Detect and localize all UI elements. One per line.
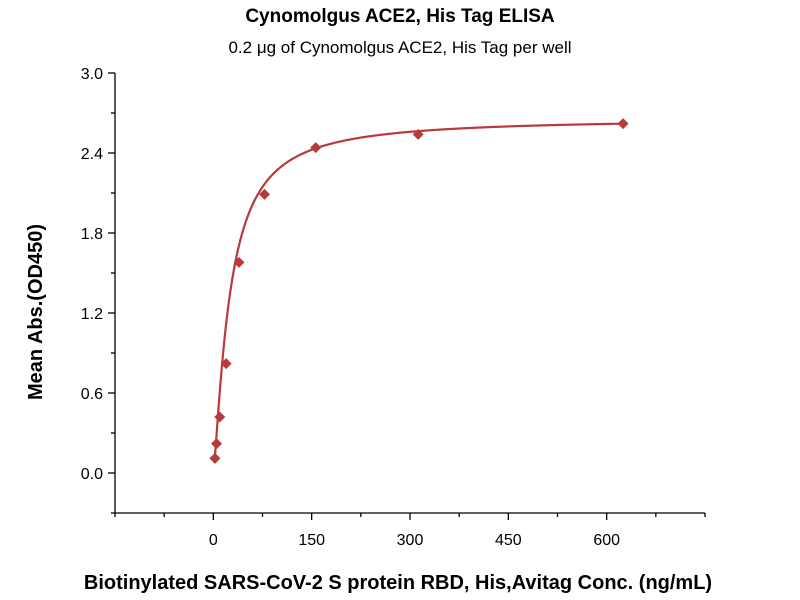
data-point: [310, 142, 322, 154]
axes: [114, 73, 705, 514]
data-point: [617, 118, 629, 130]
data-point: [233, 256, 245, 268]
x-tick-label: 150: [298, 532, 325, 549]
y-tick-label: 2.4: [81, 146, 103, 163]
chart-subtitle: 0.2 μg of Cynomolgus ACE2, His Tag per w…: [228, 38, 571, 57]
y-tick-label: 1.2: [81, 306, 103, 323]
data-point: [209, 452, 221, 464]
data-point: [214, 411, 226, 423]
y-axis-ticks: 0.0 0.6 1.2 1.8 2.4 3.0: [81, 66, 115, 514]
data-point: [211, 438, 223, 450]
y-tick-label: 0.6: [81, 386, 103, 403]
fit-curve: [213, 122, 624, 457]
data-points: [209, 118, 629, 464]
data-point: [259, 188, 271, 200]
x-axis-ticks: 0 150 300 450 600: [114, 513, 706, 549]
y-tick-label: 3.0: [81, 66, 103, 83]
chart-title: Cynomolgus ACE2, His Tag ELISA: [245, 6, 555, 27]
data-point: [412, 128, 424, 140]
y-tick-label: 1.8: [81, 226, 103, 243]
x-tick-label: 0: [209, 532, 218, 549]
x-tick-label: 300: [397, 532, 424, 549]
x-axis-label: Biotinylated SARS-CoV-2 S protein RBD, H…: [84, 572, 712, 594]
y-axis-label: Mean Abs.(OD450): [25, 224, 47, 400]
x-tick-label: 600: [593, 532, 620, 549]
data-point: [220, 358, 232, 370]
y-tick-label: 0.0: [81, 466, 103, 483]
x-tick-label: 450: [495, 532, 522, 549]
